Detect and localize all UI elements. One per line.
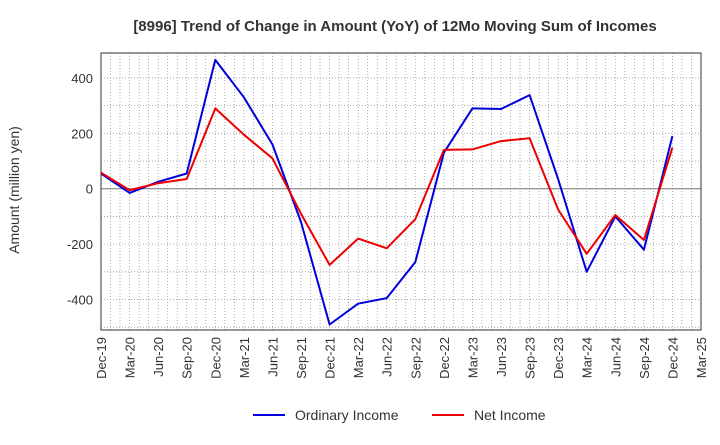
- x-tick-label: Dec-20: [208, 337, 223, 379]
- x-tick-label: Mar-24: [580, 337, 595, 378]
- x-tick-label: Jun-24: [608, 337, 623, 377]
- y-tick-label: 400: [71, 71, 93, 86]
- y-tick-label: -200: [67, 237, 93, 252]
- x-tick-label: Dec-21: [323, 337, 338, 379]
- x-tick-label: Dec-19: [94, 337, 109, 379]
- chart-title: [8996] Trend of Change in Amount (YoY) o…: [133, 18, 656, 35]
- x-tick-label: Dec-24: [665, 337, 680, 379]
- x-tick-label: Mar-20: [123, 337, 138, 378]
- x-tick-label: Mar-22: [351, 337, 366, 378]
- legend: Ordinary Income Net Income: [253, 407, 546, 423]
- x-tick-label: Mar-23: [465, 337, 480, 378]
- y-tick-label: -400: [67, 293, 93, 308]
- plot-border: [100, 52, 702, 331]
- y-tick-label: 0: [86, 182, 93, 197]
- series-lines: [100, 58, 674, 326]
- y-axis-label: Amount (million yen): [6, 126, 22, 254]
- x-tick-label: Sep-21: [294, 337, 309, 379]
- x-tick-label: Sep-20: [180, 337, 195, 379]
- x-tick-label: Jun-21: [265, 337, 280, 377]
- x-tick-label: Jun-22: [380, 337, 395, 377]
- x-tick-label: Jun-23: [494, 337, 509, 377]
- x-tick-label: Jun-20: [151, 337, 166, 377]
- x-tick-label: Sep-24: [637, 337, 652, 379]
- plot-area: [101, 53, 701, 330]
- x-tick-label: Dec-23: [551, 337, 566, 379]
- axes: -400 -200 0 200 400 Dec-19 Mar-20 Jun-20 Sep-20 D…: [67, 52, 709, 379]
- grid-lines: [100, 53, 702, 330]
- x-tick-label: Sep-22: [408, 337, 423, 379]
- x-tick-label: Sep-23: [523, 337, 538, 379]
- legend-label-ordinary-income: Ordinary Income: [295, 407, 399, 423]
- y-tick-label: 200: [71, 126, 93, 141]
- x-tick-label: Mar-25: [694, 337, 709, 378]
- x-tick-label: Mar-21: [237, 337, 252, 378]
- series-line-net-income: [100, 107, 674, 266]
- legend-label-net-income: Net Income: [474, 407, 546, 423]
- x-tick-label: Dec-22: [437, 337, 452, 379]
